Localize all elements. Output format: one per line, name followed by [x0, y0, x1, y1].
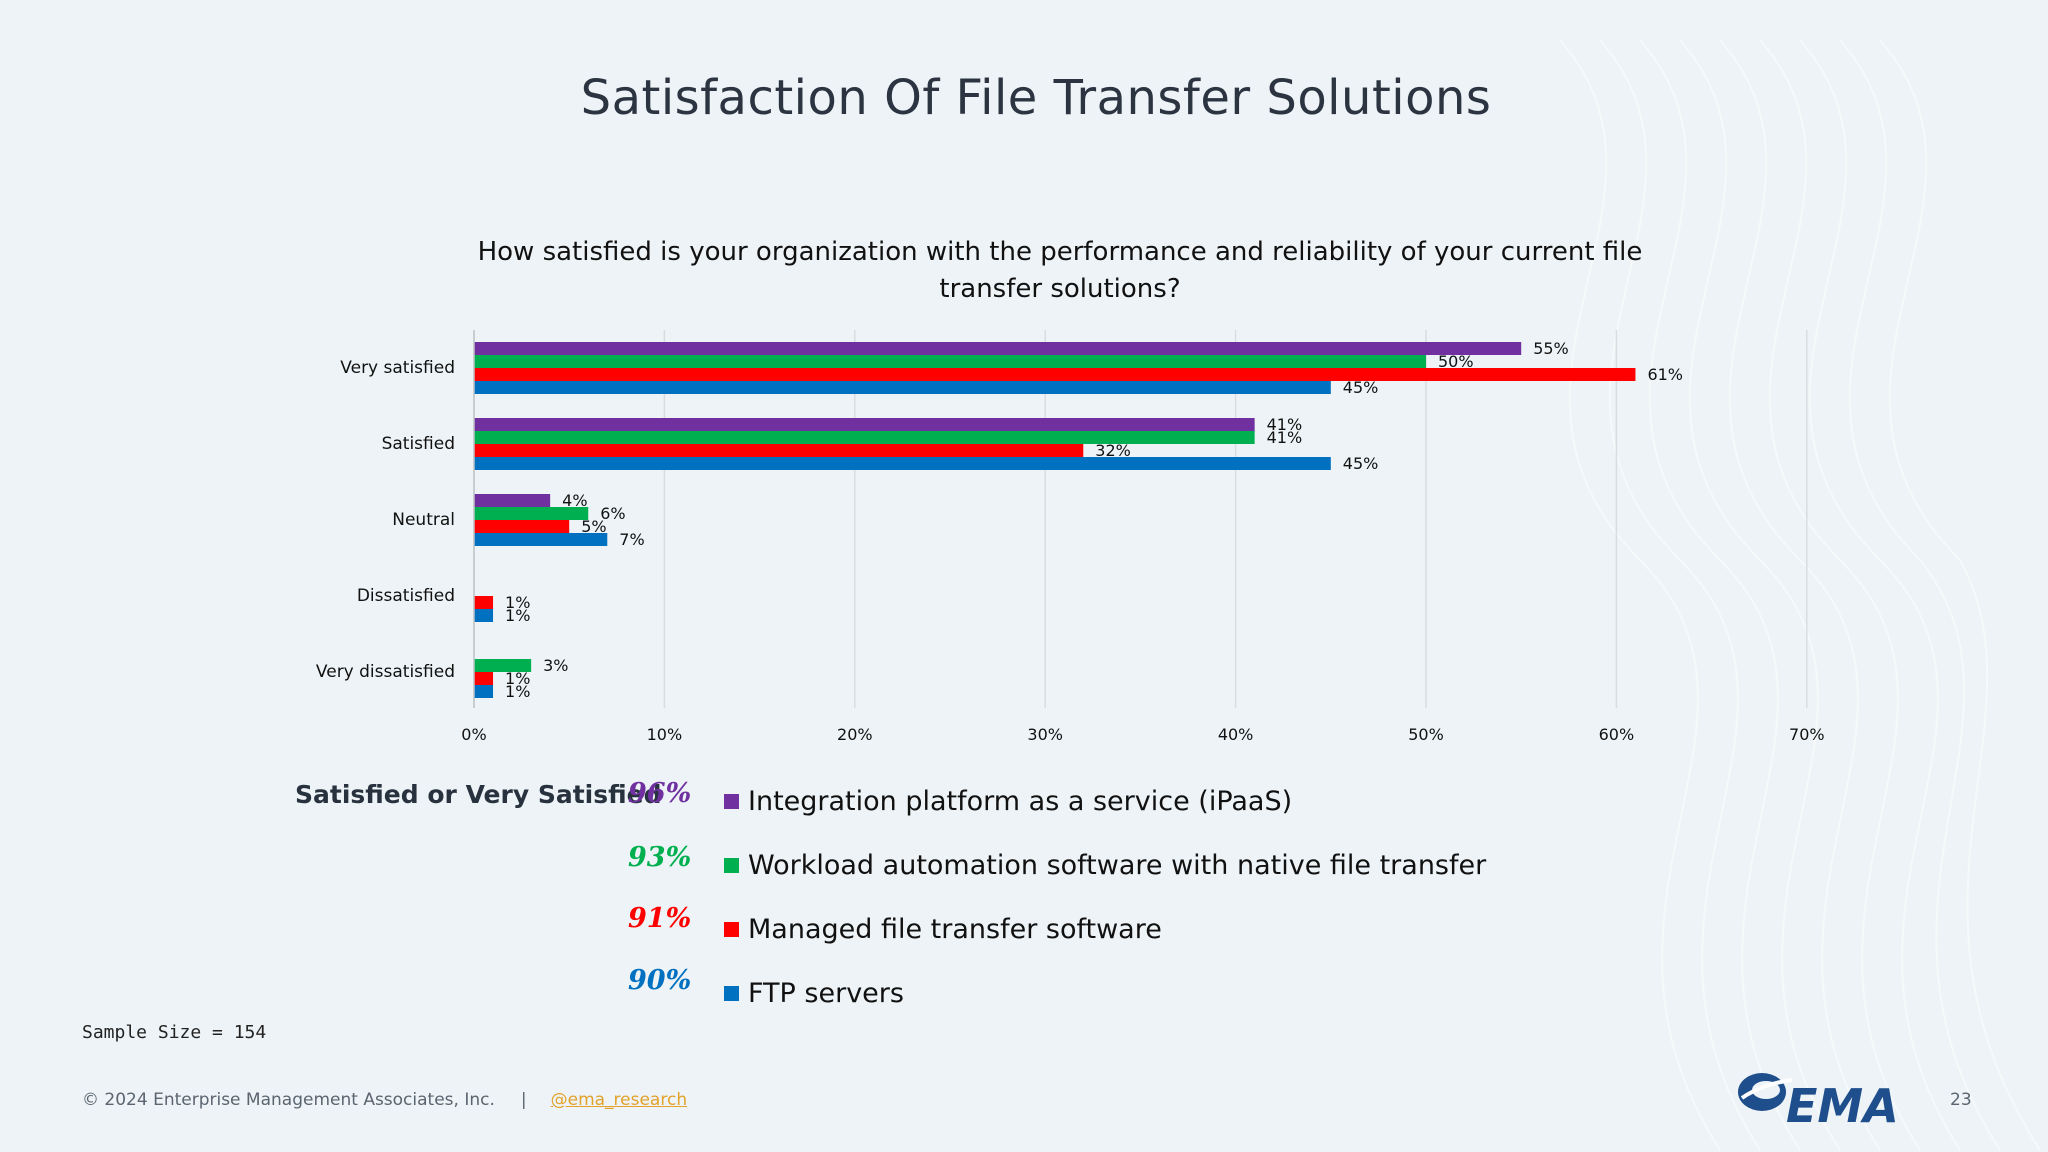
x-tick-label: 0%	[461, 725, 486, 744]
bar	[474, 381, 1331, 394]
legend-swatch-ipaas	[724, 793, 739, 809]
summary-pct-workload: 93%	[628, 842, 692, 873]
data-label: 41%	[1267, 415, 1303, 434]
x-tick-label: 70%	[1789, 725, 1825, 744]
legend-label-ftp: FTP servers	[748, 977, 904, 1009]
legend-item-mft: Managed file transfer software	[724, 912, 1162, 946]
data-label: 50%	[1438, 352, 1474, 371]
satisfaction-bar-chart: 0% 10% 20% 30% 40% 50% 60% 70% Very satisfied Sat…	[316, 330, 1825, 744]
data-label: 3%	[543, 656, 568, 675]
data-label: 45%	[1343, 454, 1379, 473]
ema-logo-text: EMA	[1786, 1079, 1899, 1128]
data-label: 1%	[505, 669, 530, 688]
category-label: Dissatisfied	[357, 586, 455, 606]
bar	[474, 368, 1636, 381]
data-label: 61%	[1647, 365, 1683, 384]
x-tick-label: 10%	[647, 725, 683, 744]
legend-label-workload: Workload automation software with native…	[748, 849, 1487, 881]
data-label: 6%	[600, 504, 625, 523]
slide-title: Satisfaction Of File Transfer Solutions	[580, 70, 1492, 126]
data-label: 5%	[581, 517, 606, 536]
legend-swatch-ftp	[724, 985, 739, 1001]
data-label: 55%	[1533, 339, 1569, 358]
bar	[474, 596, 494, 609]
summary-pct-ipaas: 96%	[628, 778, 692, 809]
bar	[474, 355, 1426, 368]
data-label: 1%	[505, 593, 530, 612]
bar	[474, 609, 494, 622]
page-number: 23	[1950, 1090, 1972, 1110]
bar	[474, 533, 608, 546]
data-label: 45%	[1343, 378, 1379, 397]
bar	[474, 342, 1522, 355]
legend-item-workload: Workload automation software with native…	[724, 848, 1486, 882]
footer: © 2024 Enterprise Management Associates,…	[82, 1090, 687, 1110]
sample-size: Sample Size = 154	[82, 1022, 267, 1043]
bar	[474, 672, 494, 685]
data-label: 41%	[1267, 428, 1303, 447]
bar	[474, 520, 570, 533]
chart-question: How satisfied is your organization with …	[477, 237, 1643, 304]
bar	[474, 431, 1255, 444]
category-label: Very dissatisfied	[316, 662, 455, 682]
bar	[474, 444, 1084, 457]
bar	[474, 659, 532, 672]
summary-pct-ftp: 90%	[628, 965, 692, 996]
x-tick-label: 20%	[837, 725, 873, 744]
bar	[474, 507, 589, 520]
legend-label-ipaas: Integration platform as a service (iPaaS…	[748, 785, 1293, 817]
category-label: Satisfied	[382, 434, 455, 454]
x-tick-label: 30%	[1027, 725, 1063, 744]
legend-item-ftp: FTP servers	[724, 976, 904, 1010]
bar	[474, 457, 1331, 470]
legend-swatch-workload	[724, 857, 739, 873]
data-label: 1%	[505, 682, 530, 701]
bar	[474, 685, 494, 698]
ema-logo-swoosh-icon	[1738, 1073, 1793, 1111]
x-tick-label: 50%	[1408, 725, 1444, 744]
twitter-handle-link[interactable]: @ema_research	[550, 1090, 688, 1110]
bar	[474, 418, 1255, 431]
data-label: 32%	[1095, 441, 1131, 460]
footer-separator: |	[520, 1090, 527, 1110]
legend-item-ipaas: Integration platform as a service (iPaaS…	[724, 784, 1292, 818]
legend-label-mft: Managed file transfer software	[748, 913, 1162, 945]
data-label: 1%	[505, 606, 530, 625]
ema-logo: EMA	[1738, 1073, 1899, 1128]
data-label: 7%	[619, 530, 644, 549]
legend-swatch-mft	[724, 921, 739, 937]
x-tick-label: 40%	[1218, 725, 1254, 744]
category-label: Neutral	[392, 510, 455, 530]
summary-label: Satisfied or Very Satisfied	[295, 780, 662, 809]
data-label: 4%	[562, 491, 587, 510]
x-tick-label: 60%	[1599, 725, 1635, 744]
bar	[474, 494, 551, 507]
category-label: Very satisfied	[340, 358, 455, 378]
summary-pct-mft: 91%	[628, 903, 692, 934]
copyright: © 2024 Enterprise Management Associates,…	[82, 1090, 495, 1110]
